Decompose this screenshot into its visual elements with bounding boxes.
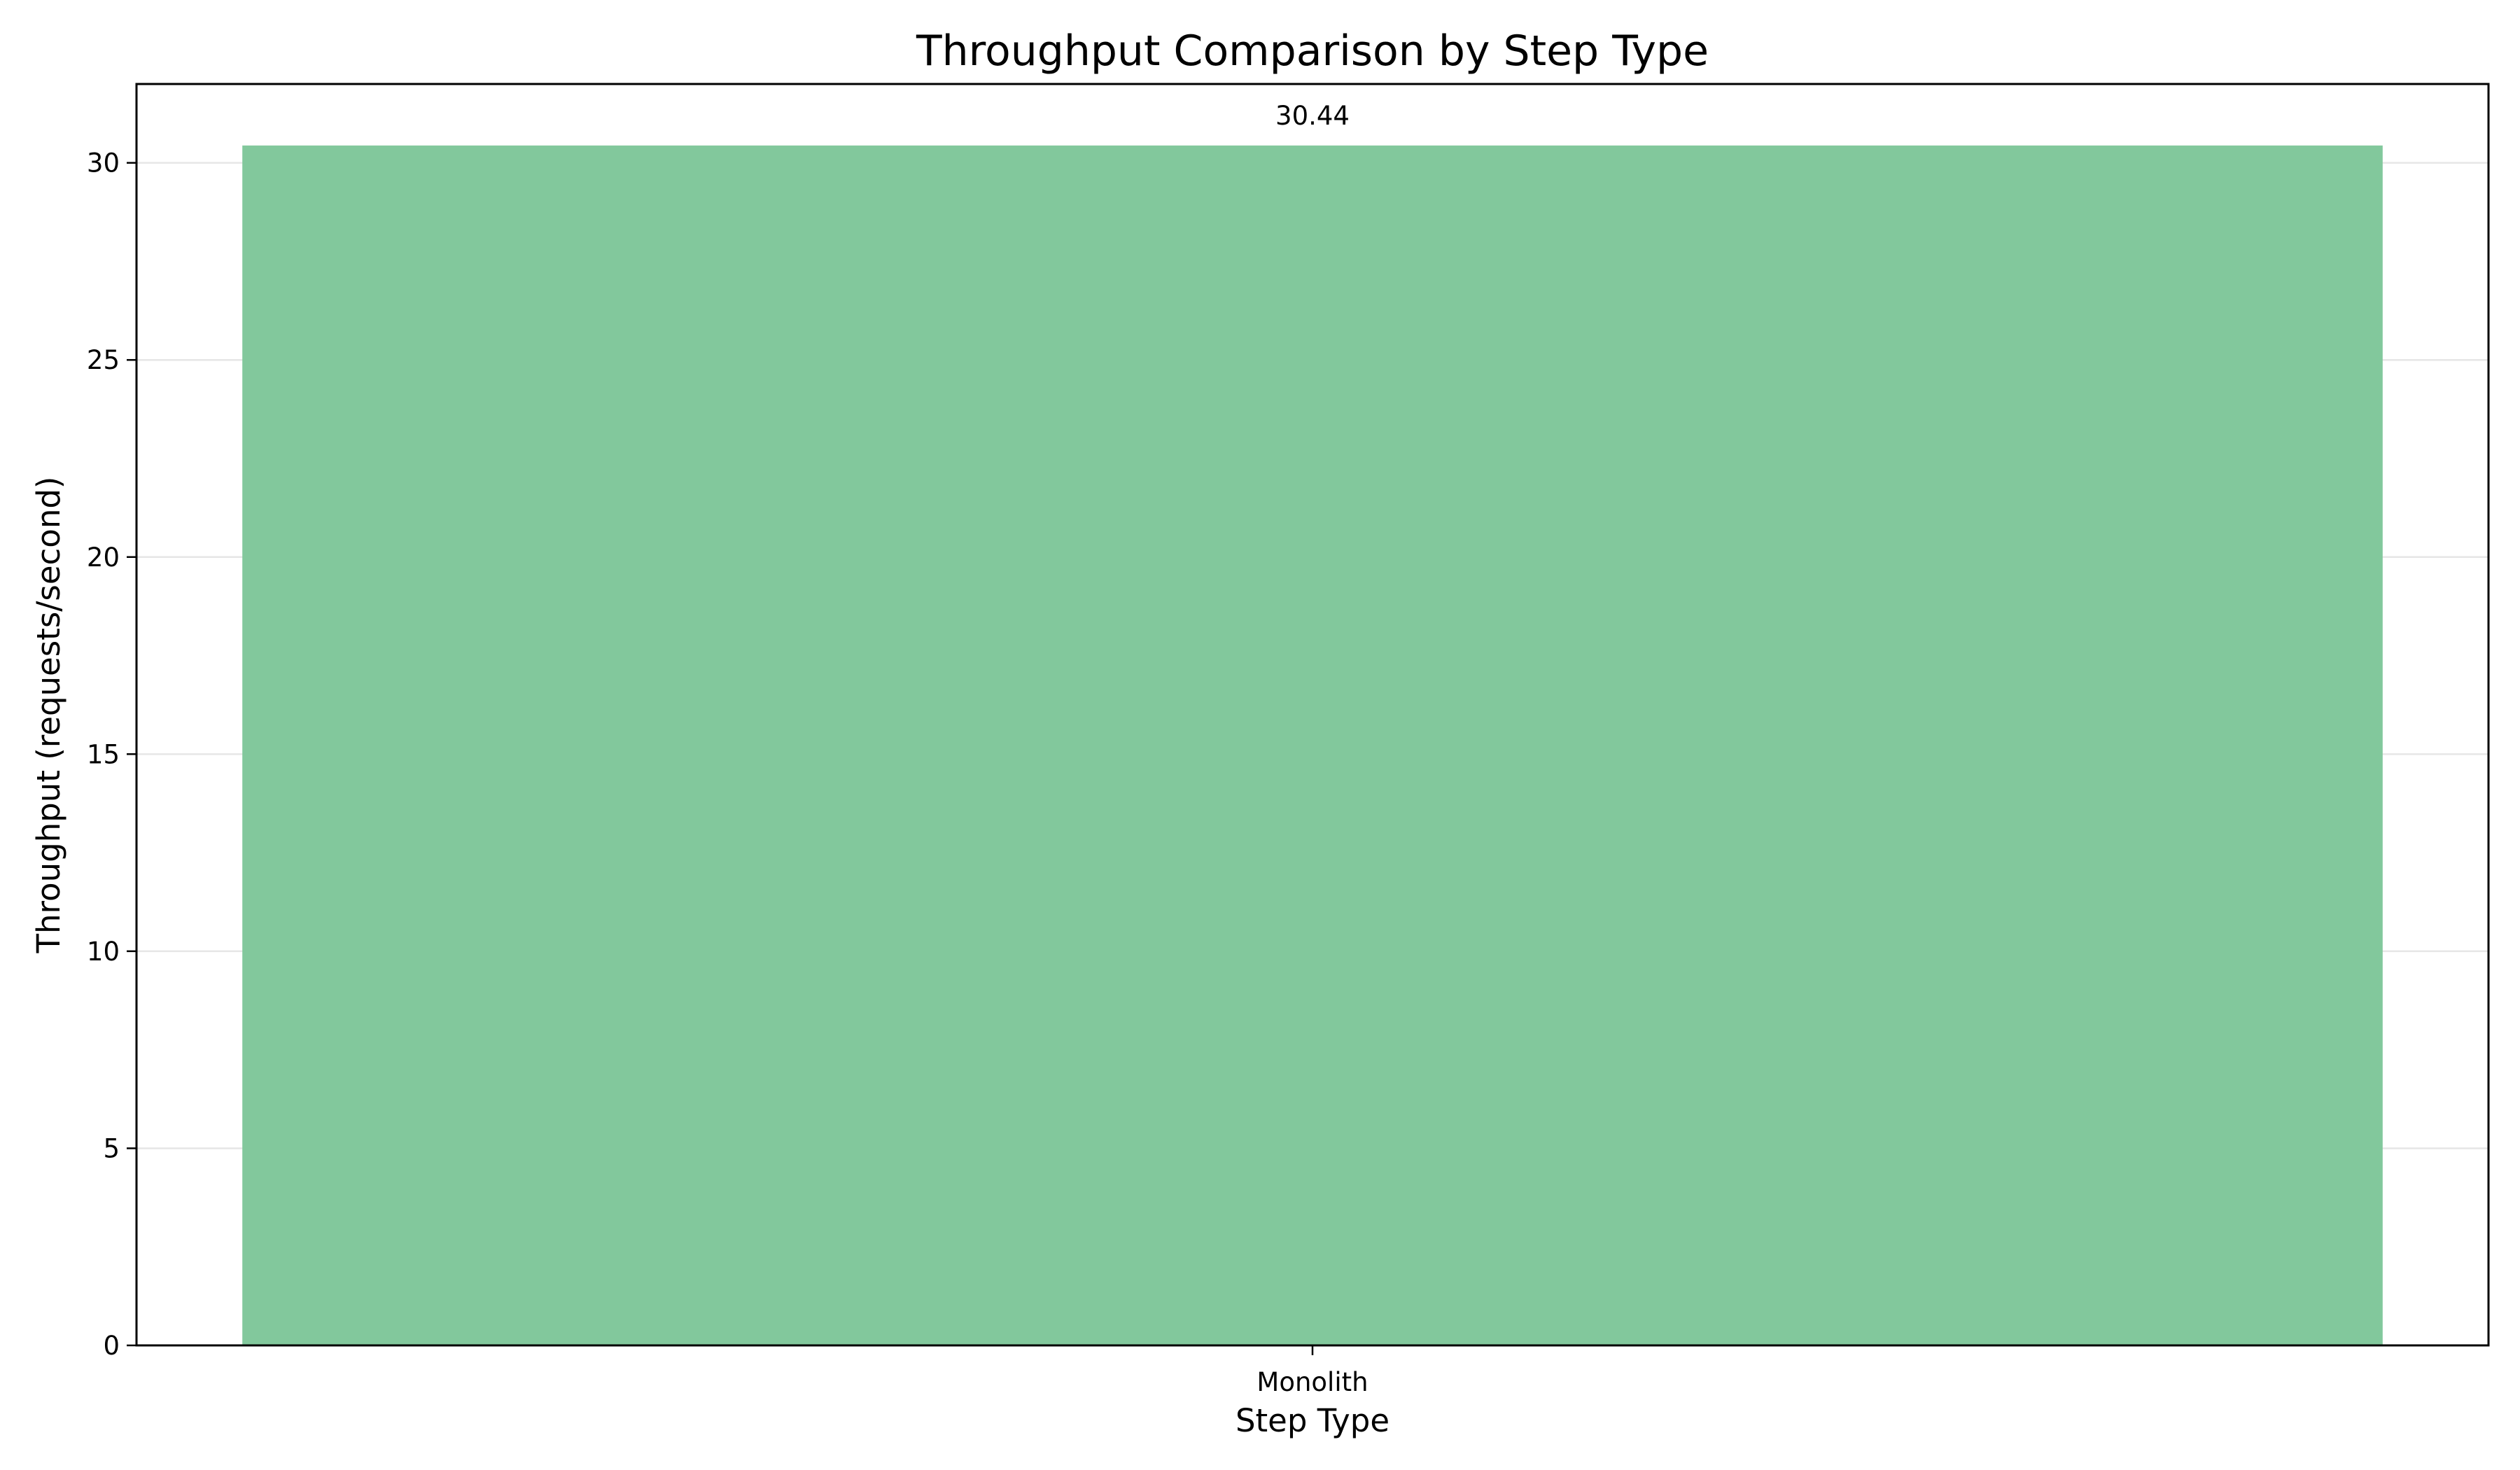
y-tick-label: 30 [87, 148, 120, 178]
plot-frame [135, 83, 2490, 1347]
chart-title: Throughput Comparison by Step Type [916, 27, 1709, 76]
y-tick-label: 0 [103, 1331, 120, 1361]
y-tick-label: 15 [87, 739, 120, 769]
y-tick-label: 20 [87, 542, 120, 573]
y-tick-label: 5 [103, 1133, 120, 1163]
y-tick-label: 10 [87, 937, 120, 967]
x-axis-ticks: Monolith [1256, 1345, 1368, 1397]
bar-value-label: 30.44 [1275, 101, 1350, 131]
y-axis-ticks: 0 5 10 15 20 25 30 [87, 148, 136, 1361]
x-axis-label: Step Type [1236, 1402, 1390, 1439]
bar-monolith [242, 145, 2383, 1345]
x-tick-label: Monolith [1256, 1367, 1368, 1397]
y-axis-label: Throughput (requests/second) [30, 477, 67, 954]
data-labels: 30.44 [1275, 101, 1350, 131]
bars [242, 145, 2383, 1345]
y-tick-label: 25 [87, 345, 120, 375]
